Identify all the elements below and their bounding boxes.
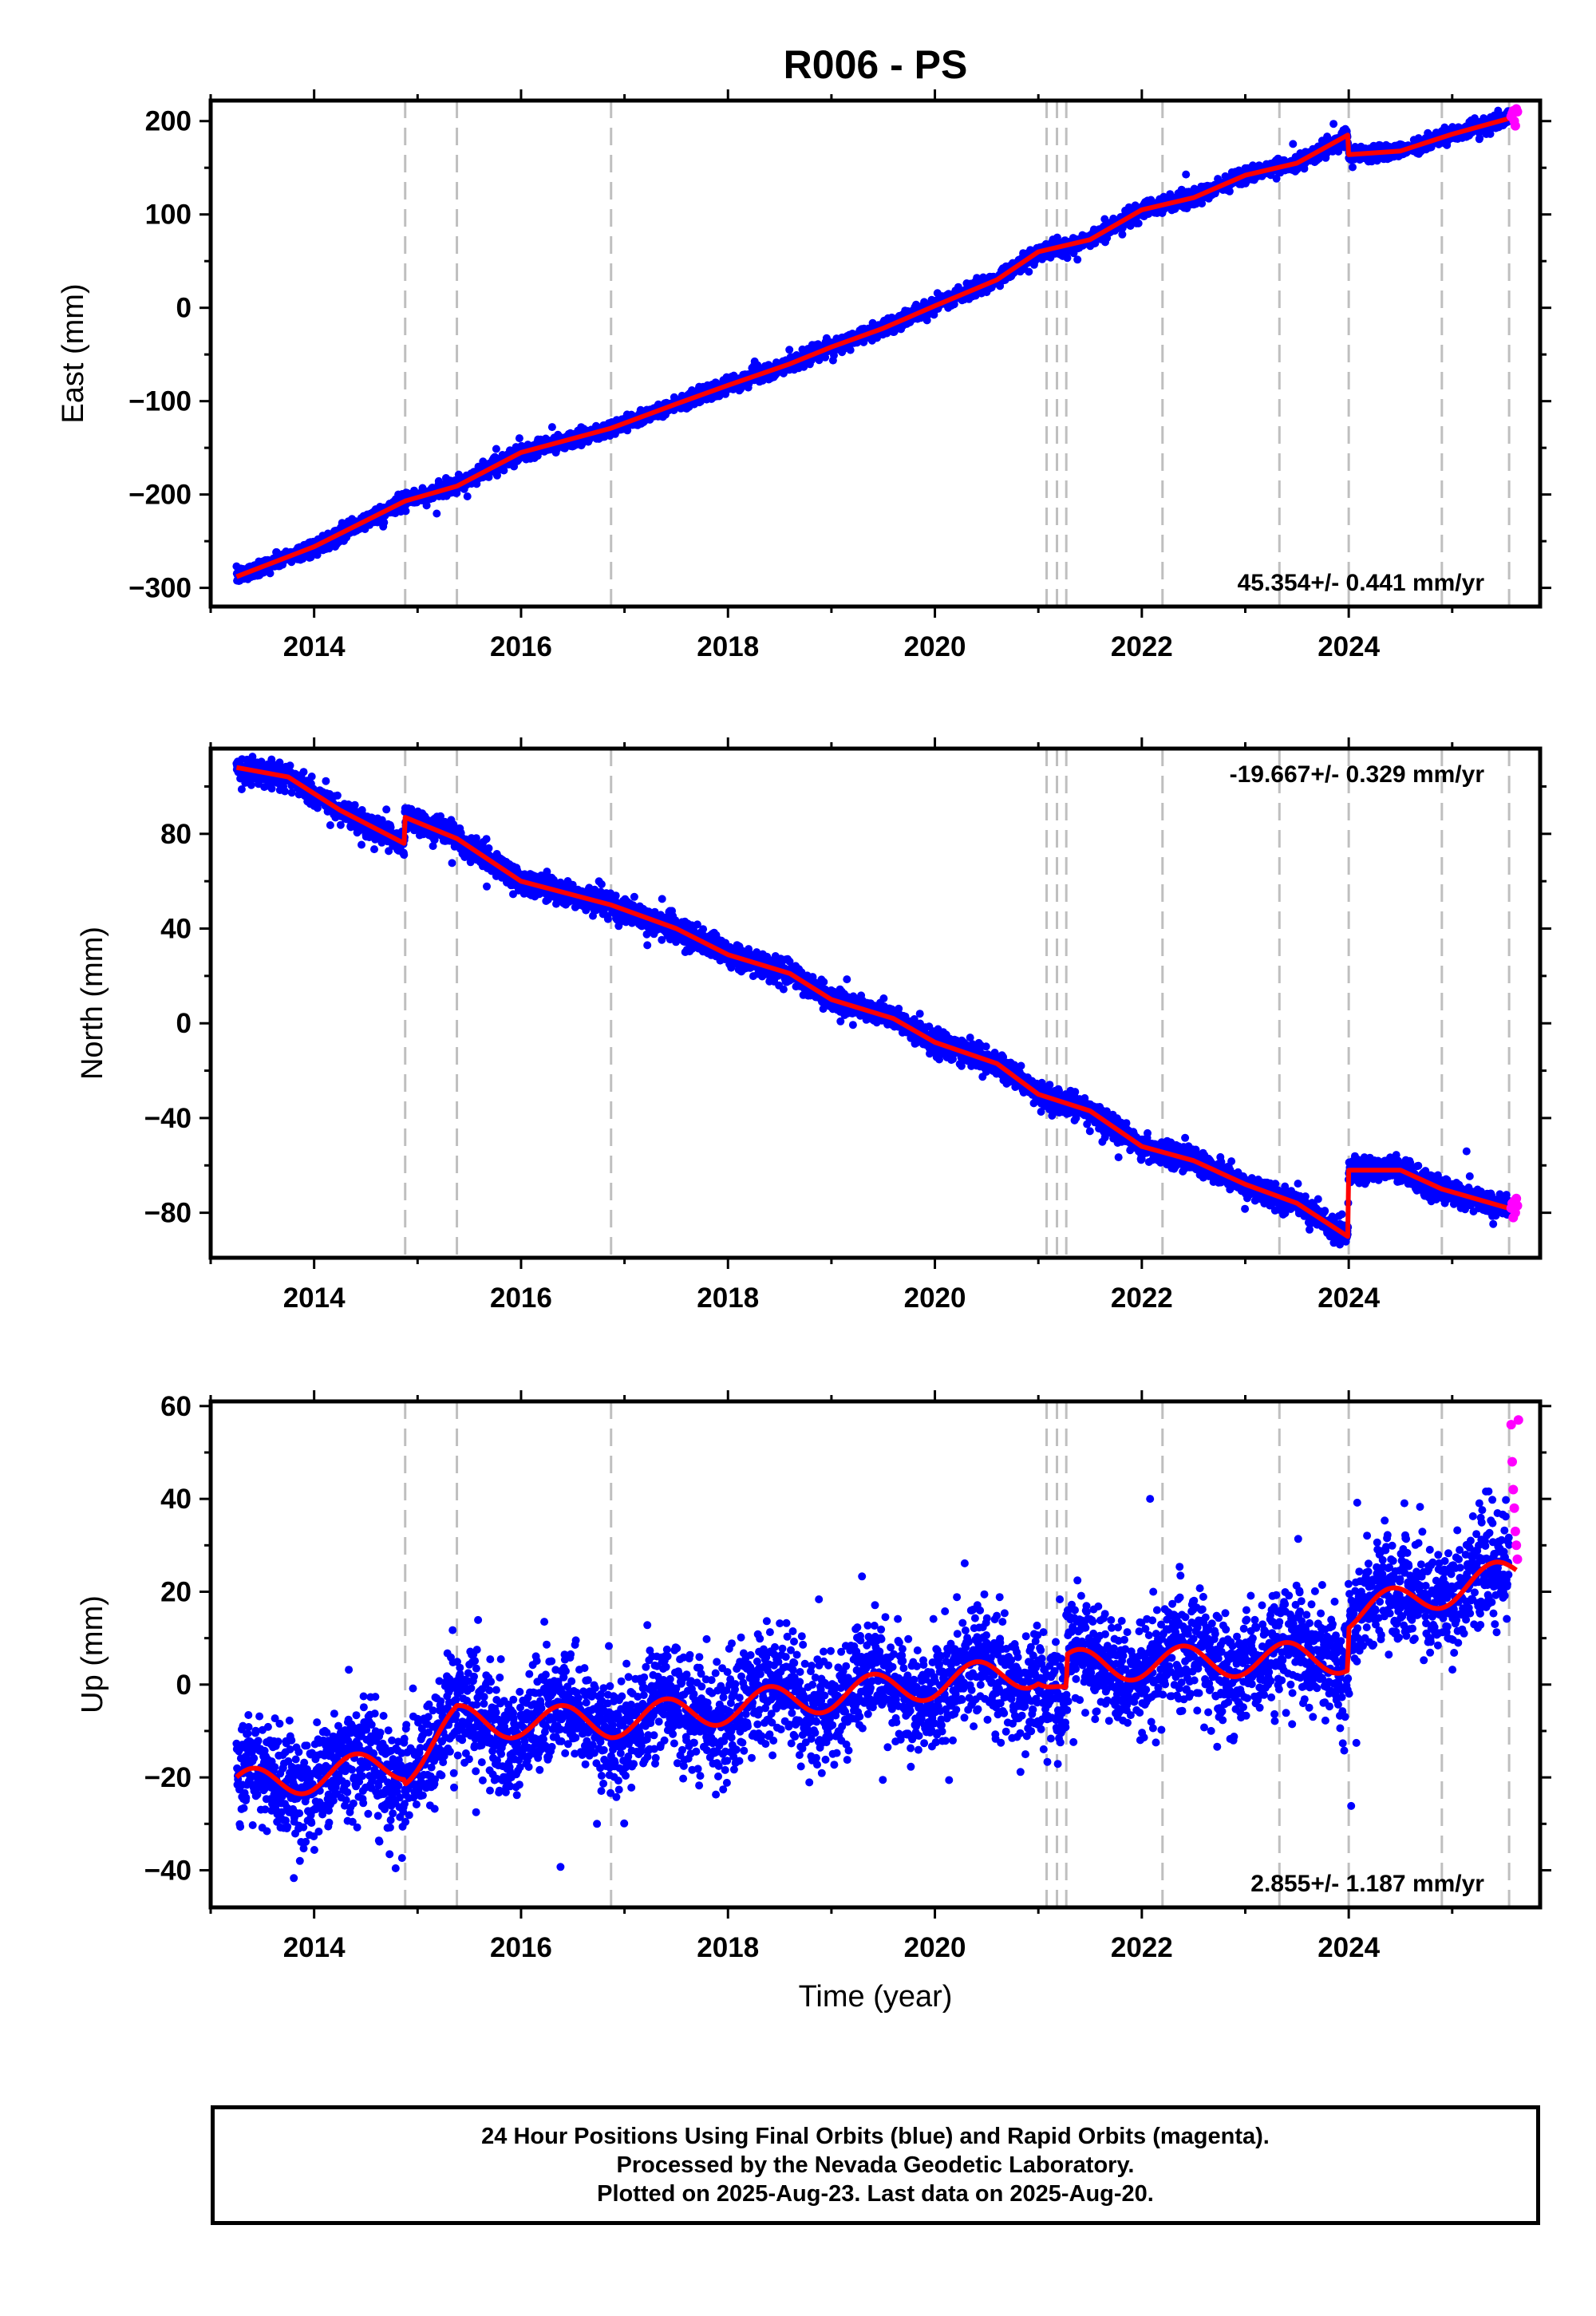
data-point bbox=[307, 773, 316, 781]
data-point bbox=[299, 768, 308, 777]
y-tick-label: 100 bbox=[145, 200, 192, 231]
data-point bbox=[1476, 134, 1484, 143]
x-tick-label: 2024 bbox=[1317, 631, 1380, 662]
y-tick-label: −300 bbox=[128, 573, 192, 604]
data-point bbox=[247, 781, 255, 789]
data-point bbox=[1334, 147, 1343, 156]
data-point bbox=[286, 761, 294, 770]
y-tick-label: 200 bbox=[145, 106, 192, 137]
data-point bbox=[1100, 215, 1109, 223]
data-point bbox=[1182, 170, 1191, 179]
data-point bbox=[358, 840, 365, 849]
panel-frame bbox=[208, 98, 1543, 609]
rate-annotation: 45.354+/- 0.441 mm/yr bbox=[1238, 570, 1485, 596]
data-point bbox=[370, 845, 378, 854]
x-tick-label: 2020 bbox=[904, 631, 966, 662]
data-point bbox=[333, 791, 342, 800]
y-tick-label: 0 bbox=[176, 293, 192, 324]
data-point bbox=[515, 434, 523, 443]
x-tick-label: 2022 bbox=[1111, 631, 1173, 662]
data-point bbox=[1225, 187, 1234, 196]
plot-area-east bbox=[232, 101, 1523, 607]
data-point bbox=[1025, 267, 1033, 276]
data-point bbox=[1349, 163, 1357, 172]
data-point bbox=[463, 492, 472, 500]
panels: 2014 2016 2018 2020 2022 2024 −300 −200 −100 0 100… bbox=[57, 89, 1551, 2014]
data-point bbox=[257, 757, 266, 766]
data-point bbox=[350, 800, 359, 809]
data-point bbox=[492, 445, 500, 453]
series-rapid-orbits-east bbox=[1506, 104, 1523, 131]
data-point bbox=[237, 785, 246, 793]
y-tick-label: −200 bbox=[128, 480, 192, 511]
data-point bbox=[266, 569, 275, 578]
data-point bbox=[785, 346, 794, 354]
panel-east: 2014 2016 2018 2020 2022 2024 −300 −200 −100 0 100… bbox=[57, 89, 1551, 662]
data-point bbox=[380, 518, 389, 527]
data-point bbox=[401, 507, 410, 516]
data-point bbox=[1063, 254, 1072, 263]
data-point bbox=[1134, 219, 1143, 227]
data-point bbox=[1300, 164, 1309, 173]
data-point bbox=[922, 316, 931, 325]
data-point bbox=[547, 423, 556, 432]
data-point bbox=[287, 788, 296, 797]
chart-title: R006 - PS bbox=[784, 42, 968, 87]
data-point bbox=[1486, 129, 1495, 138]
y-axis-label: East (mm) bbox=[57, 283, 90, 423]
data-point bbox=[1494, 106, 1503, 115]
data-point bbox=[326, 821, 334, 829]
data-point bbox=[1272, 174, 1281, 183]
data-point bbox=[267, 755, 276, 764]
data-point bbox=[821, 353, 830, 362]
x-tick-label: 2014 bbox=[283, 631, 346, 662]
data-point bbox=[336, 820, 345, 829]
data-point bbox=[322, 777, 330, 785]
data-point bbox=[1073, 255, 1082, 264]
x-tick-label: 2016 bbox=[490, 631, 552, 662]
data-point bbox=[623, 426, 632, 435]
rapid-data-point bbox=[1510, 121, 1520, 131]
x-tick-label: 2018 bbox=[697, 631, 759, 662]
model-fit-line-east bbox=[235, 114, 1517, 579]
rapid-data-point bbox=[1512, 107, 1523, 117]
data-point bbox=[1289, 140, 1298, 148]
panel-north: 2014 2016 2018 2020 2022 2024−80−4004080North… bbox=[76, 737, 1551, 1314]
series-final-orbits-east bbox=[232, 106, 1514, 585]
plot-area-north bbox=[232, 749, 1523, 1258]
y-tick-label: −100 bbox=[128, 386, 192, 417]
data-point bbox=[433, 509, 441, 518]
data-point bbox=[281, 787, 289, 796]
data-point bbox=[267, 785, 276, 793]
data-point bbox=[1329, 120, 1338, 128]
data-point bbox=[1118, 230, 1127, 239]
data-point bbox=[846, 346, 855, 354]
